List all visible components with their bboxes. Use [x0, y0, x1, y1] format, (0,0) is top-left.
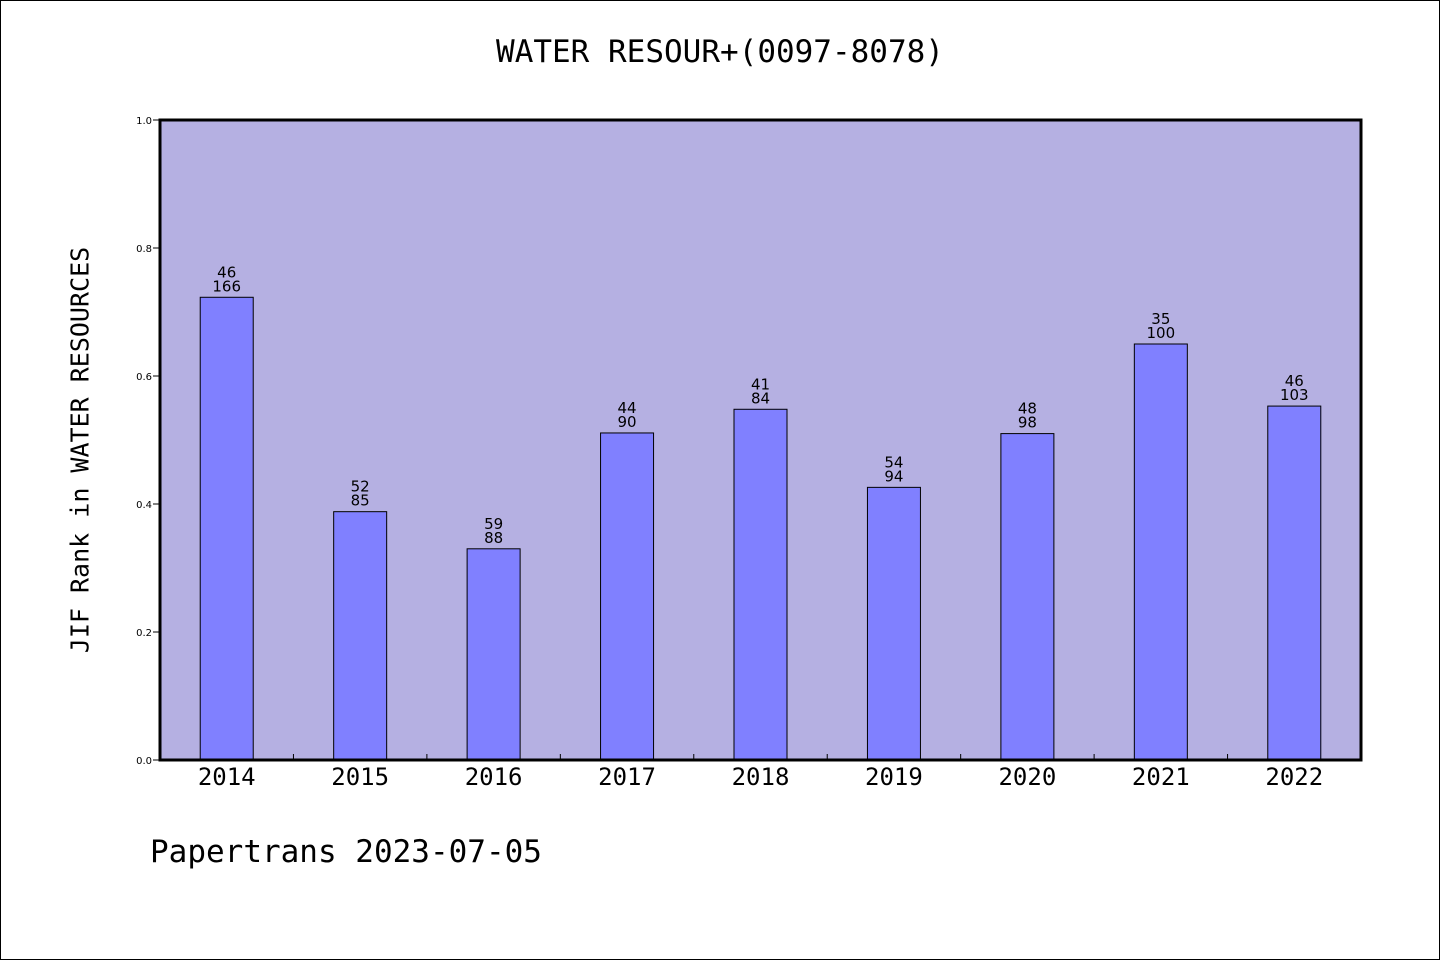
bar-2016 — [466, 548, 521, 761]
x-tick-label: 2020 — [998, 763, 1056, 791]
x-tick-label: 2015 — [331, 763, 389, 791]
y-tick-label: 0.8 — [136, 244, 152, 255]
data-label-rank: 44 — [618, 399, 637, 417]
bar-2020 — [1000, 433, 1055, 761]
x-tick-label: 2014 — [198, 763, 256, 791]
x-tick-label: 2022 — [1265, 763, 1323, 791]
data-label-total: 94 — [884, 467, 903, 485]
y-tick-label: 1.0 — [136, 116, 152, 127]
data-label-total: 98 — [1018, 414, 1037, 432]
y-tick-label: 0.0 — [136, 756, 152, 767]
y-tick-label: 0.2 — [136, 628, 152, 639]
data-label-total: 100 — [1147, 324, 1176, 342]
bar-2018 — [733, 408, 788, 761]
data-label-rank: 52 — [351, 478, 370, 496]
bar-2021 — [1133, 343, 1188, 761]
data-label-rank: 46 — [217, 263, 236, 281]
data-label-total: 88 — [484, 529, 503, 547]
x-tick-label: 2018 — [732, 763, 790, 791]
data-label-rank: 54 — [884, 453, 903, 471]
x-tick-label: 2021 — [1132, 763, 1190, 791]
data-label-total: 103 — [1280, 386, 1309, 404]
bar-2022 — [1267, 405, 1322, 761]
data-label-total: 84 — [751, 389, 770, 407]
footer-watermark: Papertrans 2023-07-05 — [150, 834, 542, 870]
data-label-rank: 35 — [1151, 310, 1170, 328]
x-tick-label: 2017 — [598, 763, 656, 791]
bar-2014 — [199, 296, 254, 761]
plot-frame — [158, 118, 1363, 762]
x-tick-label: 2016 — [465, 763, 523, 791]
data-label-rank: 59 — [484, 515, 503, 533]
data-label-total: 166 — [212, 277, 241, 295]
data-label-total: 85 — [351, 492, 370, 510]
y-tick-label: 0.6 — [136, 372, 152, 383]
x-tick-label: 2019 — [865, 763, 923, 791]
data-label-rank: 46 — [1285, 372, 1304, 390]
data-label-rank: 48 — [1018, 400, 1037, 418]
bar-2017 — [600, 432, 655, 761]
y-tick-label: 0.4 — [136, 500, 152, 511]
data-label-rank: 41 — [751, 375, 770, 393]
bar-2019 — [866, 486, 921, 761]
bar-2015 — [333, 511, 388, 761]
data-label-total: 90 — [618, 413, 637, 431]
chart-title: WATER RESOUR+(0097-8078) — [496, 34, 944, 70]
